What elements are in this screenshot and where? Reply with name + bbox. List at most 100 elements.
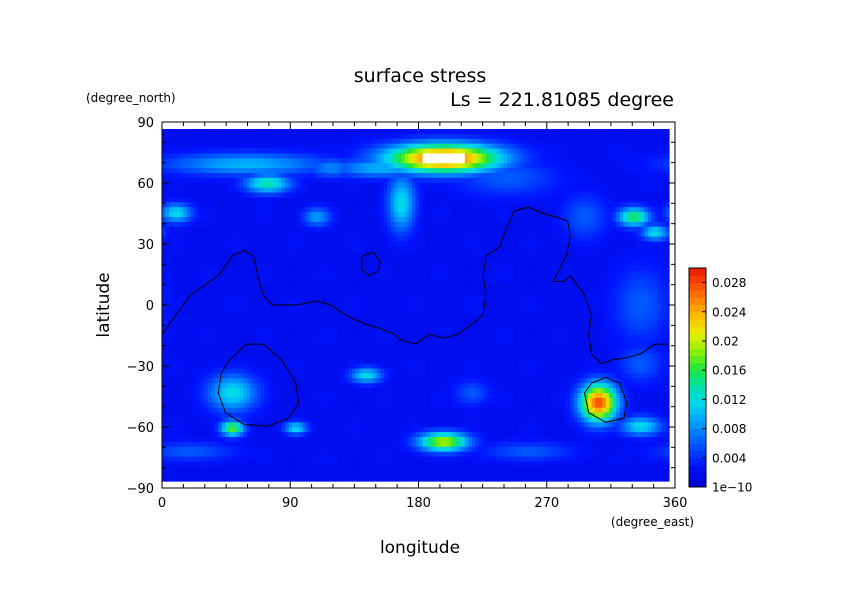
heat-cell	[521, 173, 526, 179]
heat-cell	[267, 138, 272, 145]
heat-cell	[295, 133, 300, 140]
heat-cell	[616, 197, 621, 203]
heat-cell	[626, 256, 631, 262]
heat-cell	[260, 285, 265, 291]
heat-cell	[633, 221, 638, 228]
heat-cell	[281, 187, 286, 194]
heat-cell	[345, 212, 350, 218]
heat-cell	[443, 256, 448, 262]
heat-cell	[422, 217, 427, 223]
heat-cell	[183, 270, 188, 277]
heat-cell	[633, 236, 638, 243]
heat-cell	[471, 133, 476, 140]
heat-cell	[193, 207, 198, 213]
heat-cell	[320, 217, 325, 223]
heat-cell	[264, 280, 269, 287]
heat-cell	[338, 246, 343, 252]
heat-cell	[514, 226, 519, 233]
heat-cell	[422, 158, 427, 164]
heat-cell	[464, 129, 469, 135]
heat-cell	[228, 241, 234, 247]
heat-cell	[510, 148, 515, 155]
heat-cell	[623, 285, 628, 291]
heat-cell	[186, 236, 191, 243]
heat-cell	[482, 129, 487, 135]
heat-cell	[559, 217, 564, 223]
heat-cell	[443, 226, 448, 233]
heat-cell	[623, 265, 628, 272]
heat-cell	[443, 168, 448, 174]
heat-cell	[197, 226, 202, 233]
heat-cell	[422, 275, 427, 282]
heat-cell	[450, 153, 455, 159]
heat-cell	[524, 236, 529, 243]
heat-cell	[640, 261, 645, 267]
heat-cell	[531, 236, 536, 243]
heat-cell	[404, 158, 410, 164]
heat-cell	[419, 207, 424, 213]
heat-cell	[616, 265, 621, 272]
heat-cell	[468, 133, 473, 140]
heat-cell	[436, 153, 441, 159]
heat-cell	[471, 158, 476, 164]
heat-cell	[341, 275, 346, 282]
heat-cell	[591, 221, 596, 228]
heat-cell	[630, 158, 635, 164]
heat-cell	[433, 275, 438, 282]
heat-cell	[485, 246, 491, 252]
heat-cell	[334, 153, 339, 159]
heat-cell	[626, 173, 631, 179]
heat-cell	[334, 129, 339, 135]
heat-cell	[401, 231, 406, 238]
heat-cell	[309, 295, 314, 301]
heat-cell	[637, 212, 642, 218]
heat-cell	[267, 207, 272, 213]
heat-cell	[570, 285, 575, 291]
heat-cell	[665, 177, 670, 184]
heat-cell	[500, 285, 505, 291]
heat-cell	[383, 261, 388, 267]
heat-cell	[489, 138, 494, 145]
heat-cell	[464, 192, 469, 199]
heat-cell	[528, 212, 533, 218]
heat-cell	[415, 265, 420, 272]
heat-cell	[602, 163, 607, 169]
heat-cell	[313, 256, 318, 262]
heat-cell	[288, 261, 293, 267]
heat-cell	[595, 275, 600, 282]
heat-cell	[232, 221, 237, 228]
heat-cell	[609, 226, 614, 233]
heat-cell	[352, 138, 357, 145]
heat-cell	[605, 197, 610, 203]
heat-cell	[591, 163, 596, 169]
heat-cell	[366, 226, 371, 233]
heat-cell	[542, 168, 547, 174]
heat-cell	[503, 280, 508, 287]
heat-cell	[190, 153, 195, 159]
heat-cell	[172, 265, 177, 272]
heat-cell	[433, 197, 438, 203]
heat-cell	[450, 270, 455, 277]
heat-cell	[468, 241, 473, 247]
heat-cell	[292, 207, 297, 213]
heat-cell	[397, 138, 403, 145]
heat-cell	[457, 182, 462, 189]
heat-cell	[552, 163, 557, 169]
heat-cell	[204, 129, 209, 135]
heat-cell	[475, 138, 480, 145]
heat-cell	[471, 261, 476, 267]
heat-cell	[433, 163, 438, 169]
heat-cell	[545, 173, 550, 179]
heat-cell	[235, 275, 241, 282]
heat-cell	[246, 285, 251, 291]
heat-cell	[482, 163, 487, 169]
heat-cell	[630, 275, 635, 282]
heat-cell	[348, 236, 353, 243]
heat-cell	[390, 212, 395, 218]
heat-cell	[461, 231, 466, 238]
heat-cell	[345, 192, 350, 199]
heat-cell	[373, 265, 378, 272]
heat-cell	[207, 295, 212, 301]
heat-cell	[264, 129, 269, 135]
heat-cell	[376, 197, 381, 203]
